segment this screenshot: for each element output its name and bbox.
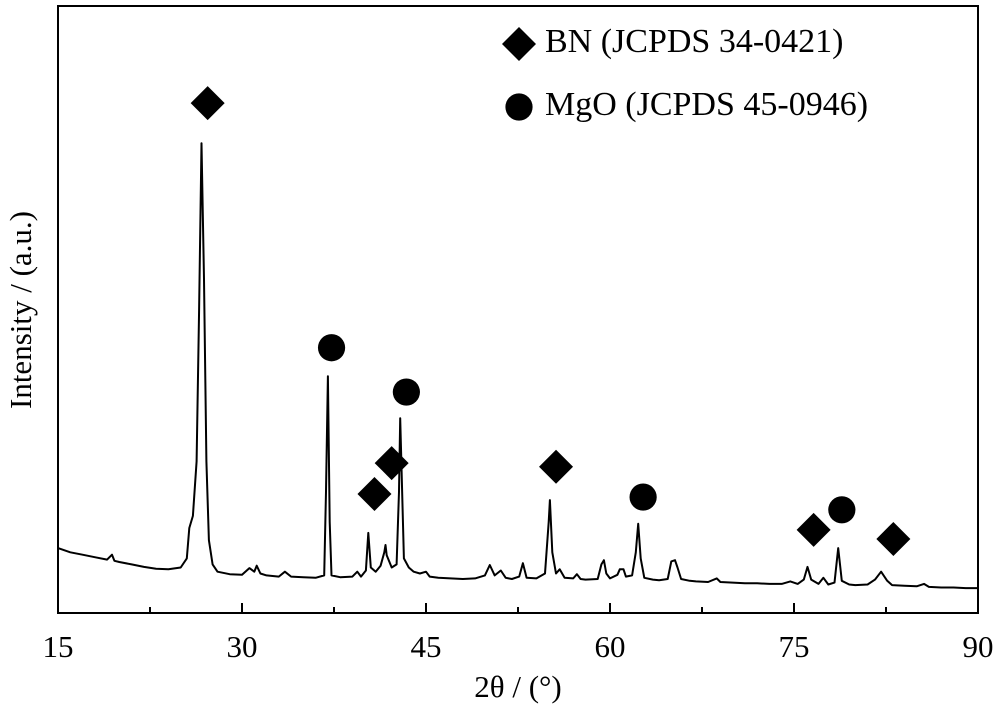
x-tick-label: 45 [411, 629, 442, 664]
x-tick-label: 90 [963, 629, 994, 664]
legend-label: BN (JCPDS 34-0421) [545, 23, 843, 60]
peak-marker [828, 496, 856, 524]
legend-marker [502, 27, 536, 61]
y-axis-label: Intensity / (a.u.) [3, 211, 38, 409]
x-tick-label: 30 [227, 629, 258, 664]
legend-marker [505, 93, 533, 121]
legend-label: MgO (JCPDS 45-0946) [545, 86, 868, 123]
peak-marker [190, 86, 225, 121]
peak-marker [374, 446, 409, 481]
peak-marker [539, 449, 574, 484]
x-axis-label: 2θ / (°) [474, 669, 562, 704]
peak-marker [392, 378, 420, 406]
peak-marker [876, 521, 911, 556]
peak-marker [796, 512, 831, 547]
xrd-pattern [57, 142, 978, 590]
peak-marker [629, 483, 657, 511]
peak-marker [317, 334, 346, 362]
x-tick-label: 75 [779, 629, 810, 664]
peak-marker [357, 477, 392, 512]
x-tick-label: 60 [595, 629, 626, 664]
x-tick-label: 15 [43, 629, 74, 664]
